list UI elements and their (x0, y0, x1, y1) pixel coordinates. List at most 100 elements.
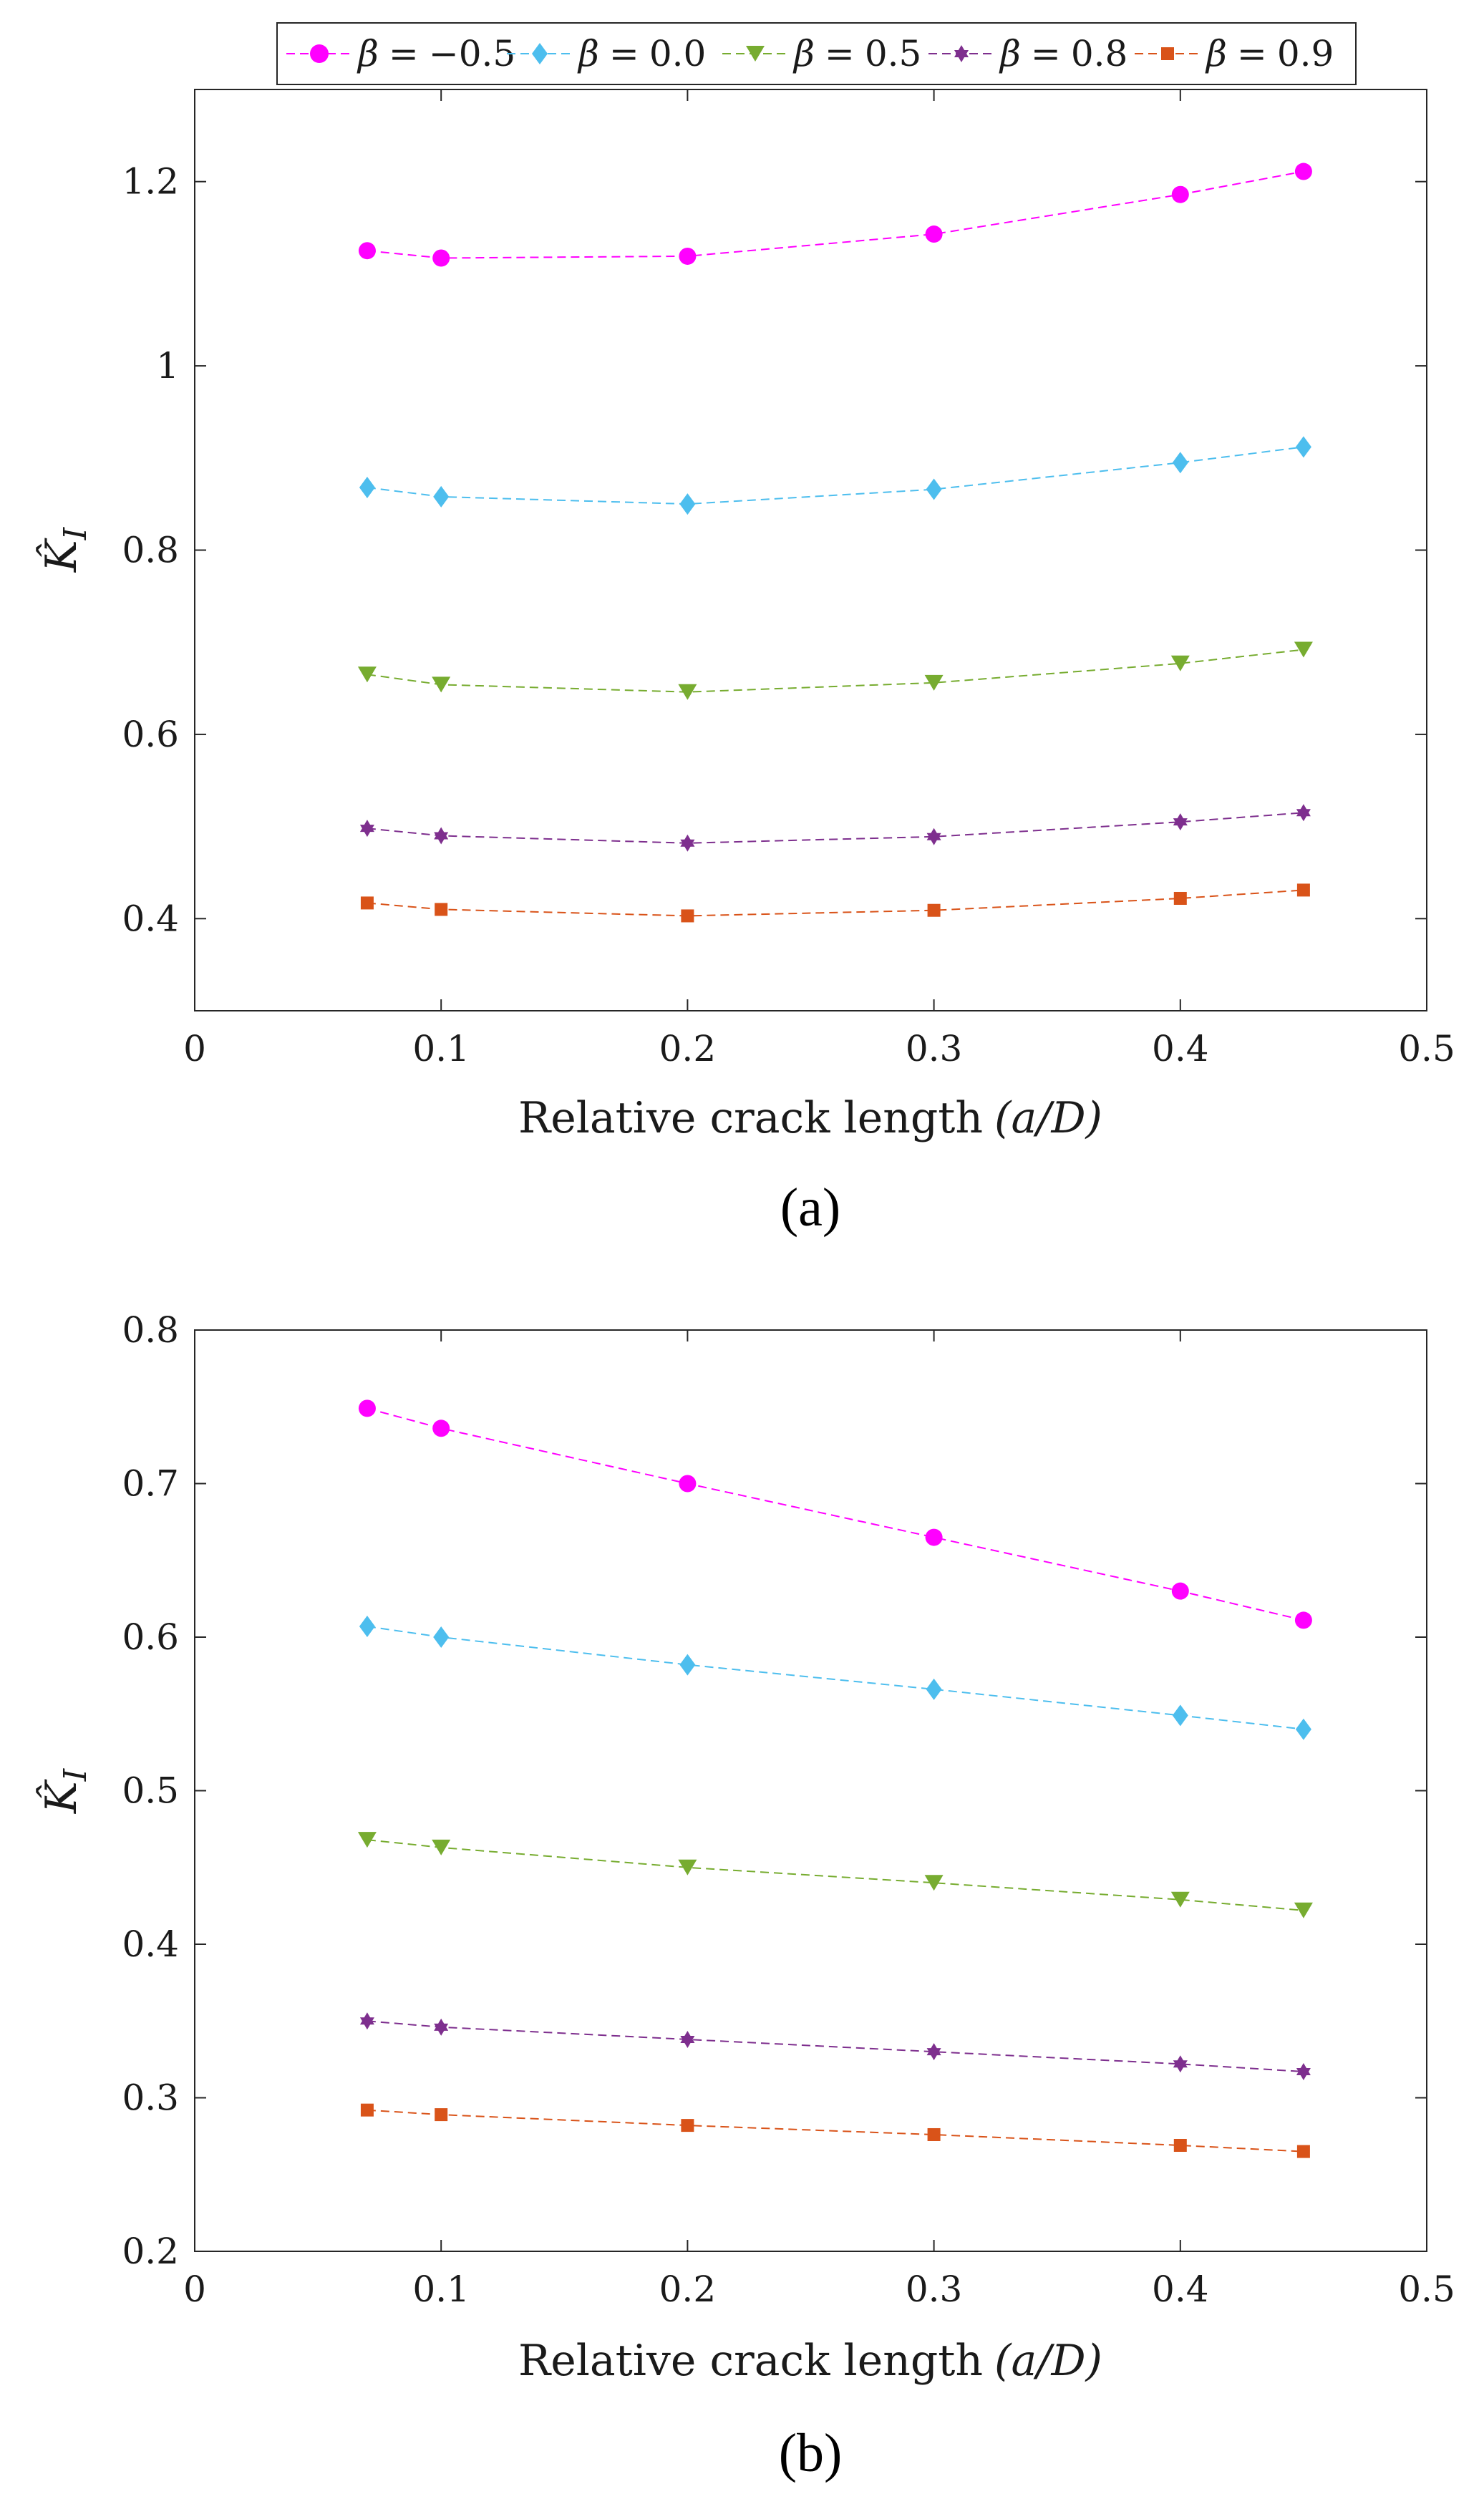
y-tick-label: 0.5 (122, 1770, 179, 1812)
data-point-s4 (359, 2012, 374, 2030)
legend-label-4: β = 0.8 (999, 33, 1127, 74)
x-tick-label: 0.4 (1152, 1028, 1209, 1069)
legend-marker-square (1161, 47, 1174, 60)
series-line-5 (367, 889, 1304, 917)
series-line-1 (367, 170, 1304, 259)
legend-marker-triangle (746, 46, 765, 62)
x-tick-label: 0 (183, 1028, 206, 1069)
data-point-s4 (434, 2018, 449, 2036)
data-point-s4 (680, 834, 695, 852)
data-point-s1 (1171, 185, 1189, 203)
data-point-s2 (679, 493, 696, 515)
data-point-s2 (679, 1654, 696, 1676)
legend: β = −0.5 β = 0.0 β = 0.5 β = 0.8 β = 0.9 (276, 22, 1357, 85)
legend-op-5: = (1237, 33, 1267, 74)
series-markers-a (357, 162, 1313, 923)
legend-label-1: β = −0.5 (357, 33, 515, 74)
legend-label-2: β = 0.0 (577, 33, 706, 74)
y-axis-label-text-a: K̂I (36, 526, 94, 573)
legend-symbol-1: β (357, 33, 379, 74)
x-axis-label-text-a: Relative crack length (518, 1093, 983, 1143)
x-tick-label: 0.1 (412, 1028, 470, 1069)
data-point-s2 (926, 1678, 942, 1700)
y-tick-label: 1.2 (122, 161, 179, 203)
data-point-s4 (1173, 2055, 1188, 2073)
legend-entry-3: β = 0.5 (722, 33, 921, 74)
y-tick-label: 0.8 (122, 530, 179, 571)
data-point-s1 (358, 242, 376, 260)
plot-area-a (194, 89, 1427, 1011)
legend-entry-2: β = 0.0 (507, 33, 706, 74)
data-point-s5 (435, 2108, 448, 2122)
x-axis-label-text-b: Relative crack length (518, 2336, 983, 2386)
series-line-1 (367, 1407, 1304, 1621)
y-tick-label: 0.6 (122, 1616, 179, 1658)
data-point-s4 (926, 828, 941, 845)
y-tick-label: 0.8 (122, 1309, 179, 1351)
data-point-s2 (433, 1626, 450, 1648)
x-axis-label-b: Relative crack length (a/D) (518, 2336, 1102, 2386)
y-axis-label-b: K̂I (36, 1767, 94, 1814)
y-axis-label-symbol-a: K̂ (36, 538, 87, 573)
y-axis-label-text-b: K̂I (36, 1767, 94, 1814)
series-line-2 (367, 446, 1304, 505)
data-point-s5 (681, 2119, 694, 2132)
data-point-s4 (434, 827, 449, 845)
y-tick-label: 0.7 (122, 1463, 179, 1505)
series-line-3 (367, 649, 1304, 693)
data-point-s1 (679, 247, 697, 265)
data-point-s1 (432, 1420, 450, 1437)
data-point-s3 (432, 676, 451, 693)
data-point-s4 (359, 820, 374, 838)
legend-op-2: = (609, 33, 639, 74)
data-point-s5 (360, 896, 374, 910)
data-point-s5 (927, 2127, 941, 2141)
series-markers-b (357, 1399, 1313, 2158)
y-tick-label: 0.3 (122, 2077, 179, 2119)
y-axis-label-a: K̂I (36, 526, 94, 573)
legend-value-3: 0.5 (865, 33, 922, 74)
data-point-s2 (926, 478, 942, 500)
data-point-s3 (924, 1875, 944, 1891)
series-line-4 (367, 812, 1304, 844)
y-tick-label: 0.2 (122, 2231, 179, 2272)
data-point-s5 (1296, 2145, 1310, 2158)
legend-symbol-5: β (1205, 33, 1227, 74)
data-point-s3 (1294, 641, 1313, 658)
x-axis-label-math-a: (a/D) (994, 1093, 1102, 1143)
x-axis-label-math-b: (a/D) (994, 2336, 1102, 2386)
legend-value-2: 0.0 (649, 33, 707, 74)
data-point-s3 (1170, 1891, 1190, 1908)
data-point-s3 (357, 1832, 377, 1848)
data-point-s2 (1295, 436, 1311, 458)
panel-a: 0 0.1 0.2 0.3 0.4 0.5 0.4 0.6 0.8 1 1.2 Relative c… (36, 89, 1455, 1238)
data-point-s1 (925, 1528, 943, 1546)
data-point-s3 (1170, 655, 1190, 671)
data-point-s4 (926, 2043, 941, 2061)
series-lines-a (367, 170, 1304, 917)
x-tick-label: 0.1 (412, 2268, 470, 2310)
data-point-s2 (1295, 1718, 1311, 1740)
y-tick-label: 0.4 (122, 898, 179, 939)
data-point-s1 (358, 1399, 376, 1417)
data-point-s3 (357, 666, 377, 683)
legend-marker-circle (310, 44, 329, 63)
legend-value-1: −0.5 (429, 33, 515, 74)
legend-entry-4: β = 0.8 (928, 33, 1127, 74)
x-tick-label: 0.4 (1152, 2268, 1209, 2310)
caption-a: (a) (780, 1178, 840, 1238)
legend-symbol-4: β (999, 33, 1021, 74)
data-point-s5 (435, 903, 448, 916)
legend-label-5: β = 0.9 (1205, 33, 1334, 74)
data-point-s5 (1296, 883, 1310, 897)
series-lines-b (367, 1407, 1304, 2153)
data-point-s1 (1171, 1582, 1189, 1600)
x-axis-label-a: Relative crack length (a/D) (518, 1093, 1102, 1143)
data-point-s1 (432, 249, 450, 267)
data-point-s2 (359, 1615, 375, 1637)
ticks-a: 0 0.1 0.2 0.3 0.4 0.5 0.4 0.6 0.8 1 1.2 (122, 89, 1455, 1069)
panel-b: 0 0.1 0.2 0.3 0.4 0.5 0.2 0.3 0.4 0.5 0.6 0.7 0.8 Re… (36, 1309, 1455, 2483)
data-point-s2 (1172, 452, 1188, 474)
legend-op-4: = (1031, 33, 1061, 74)
